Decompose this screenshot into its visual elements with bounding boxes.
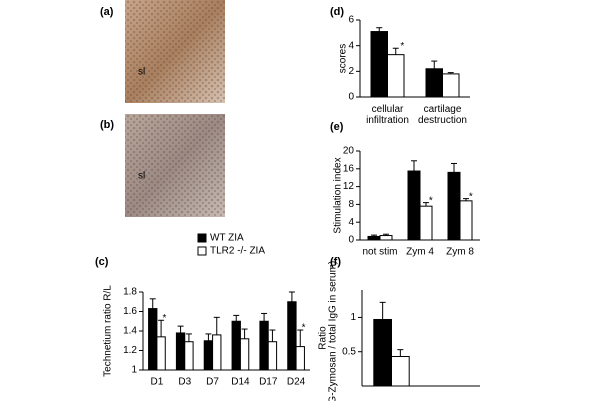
x-tick-label: D14	[231, 377, 250, 388]
panel-label: (c)	[95, 256, 109, 268]
x-tick-label: Zym 4	[406, 247, 434, 258]
y-tick-label: 2	[348, 66, 354, 77]
y-tick-label: 1	[131, 365, 137, 376]
bar	[391, 356, 410, 387]
image-label: (b)	[100, 119, 114, 131]
y-tick-label: 4	[348, 40, 354, 51]
bar	[203, 340, 214, 371]
legend-swatch	[197, 233, 207, 243]
bar	[239, 338, 250, 371]
y-tick-label: 12	[343, 181, 355, 192]
y-tick-label: 1.4	[123, 326, 137, 337]
bar	[419, 205, 433, 241]
y-tick-label: 0	[348, 235, 354, 246]
bar	[156, 336, 166, 371]
x-tick-label: cartilage destruction	[418, 104, 467, 126]
x-tick-label: D24	[287, 377, 306, 388]
image-annotation: sl	[138, 67, 145, 78]
x-tick-label: D17	[259, 377, 278, 388]
bar	[367, 235, 381, 241]
y-tick-label: 1.6	[123, 306, 137, 317]
y-axis-label: (IgG-Zymosan / total IgG in serum)	[328, 261, 339, 401]
y-axis-label: Ratio	[318, 326, 329, 350]
bar	[370, 31, 388, 98]
bar	[259, 320, 269, 371]
panel-label: (f)	[330, 256, 341, 268]
significance-marker: *	[162, 313, 166, 324]
significance-marker: *	[302, 323, 306, 334]
bar	[373, 318, 392, 387]
x-tick-label: not stim	[362, 247, 397, 258]
bar	[212, 334, 222, 371]
bar	[175, 332, 186, 371]
y-tick-label: 0.5	[342, 346, 356, 357]
bar	[442, 73, 460, 98]
bar	[231, 320, 241, 371]
panel-label: (d)	[330, 6, 344, 18]
panel-label: (e)	[330, 121, 344, 133]
x-tick-label: Zym 8	[446, 247, 474, 258]
significance-marker: *	[400, 41, 404, 52]
y-tick-label: 6	[348, 15, 354, 26]
legend-label: WT ZIA	[210, 233, 244, 244]
bar	[447, 171, 461, 241]
x-tick-label: cellular infiltration	[366, 104, 409, 126]
y-tick-label: 20	[343, 146, 355, 157]
legend-label: TLR2 -/- ZIA	[210, 246, 265, 257]
bar	[287, 301, 297, 371]
x-tick-label: D3	[178, 377, 191, 388]
significance-marker: *	[469, 191, 473, 202]
bar	[425, 68, 443, 98]
y-tick-label: 8	[348, 199, 354, 210]
significance-marker: *	[429, 195, 433, 206]
image-label: (a)	[100, 6, 114, 18]
y-axis-label: Stimulation index	[333, 157, 344, 233]
y-tick-label: 16	[343, 163, 355, 174]
micrograph-texture	[125, 114, 225, 217]
bar	[407, 170, 421, 241]
y-axis-label: Technetium ratio R/L	[103, 285, 114, 377]
y-tick-label: 4	[348, 217, 354, 228]
legend-swatch	[197, 246, 207, 256]
x-tick-label: D7	[206, 377, 219, 388]
bar	[387, 54, 405, 98]
y-tick-label: 0	[348, 92, 354, 103]
bar	[459, 200, 473, 241]
bar	[379, 235, 393, 241]
bar	[184, 341, 194, 371]
image-annotation: sl	[138, 171, 145, 182]
bar	[267, 341, 278, 371]
y-tick-label: 1	[350, 312, 356, 323]
y-axis-label: scores	[338, 44, 349, 73]
y-tick-label: 1.2	[123, 345, 137, 356]
micrograph-texture	[125, 0, 225, 103]
bar	[295, 346, 305, 371]
bar	[148, 308, 158, 371]
y-tick-label: 1.8	[123, 287, 137, 298]
x-tick-label: D1	[151, 377, 164, 388]
